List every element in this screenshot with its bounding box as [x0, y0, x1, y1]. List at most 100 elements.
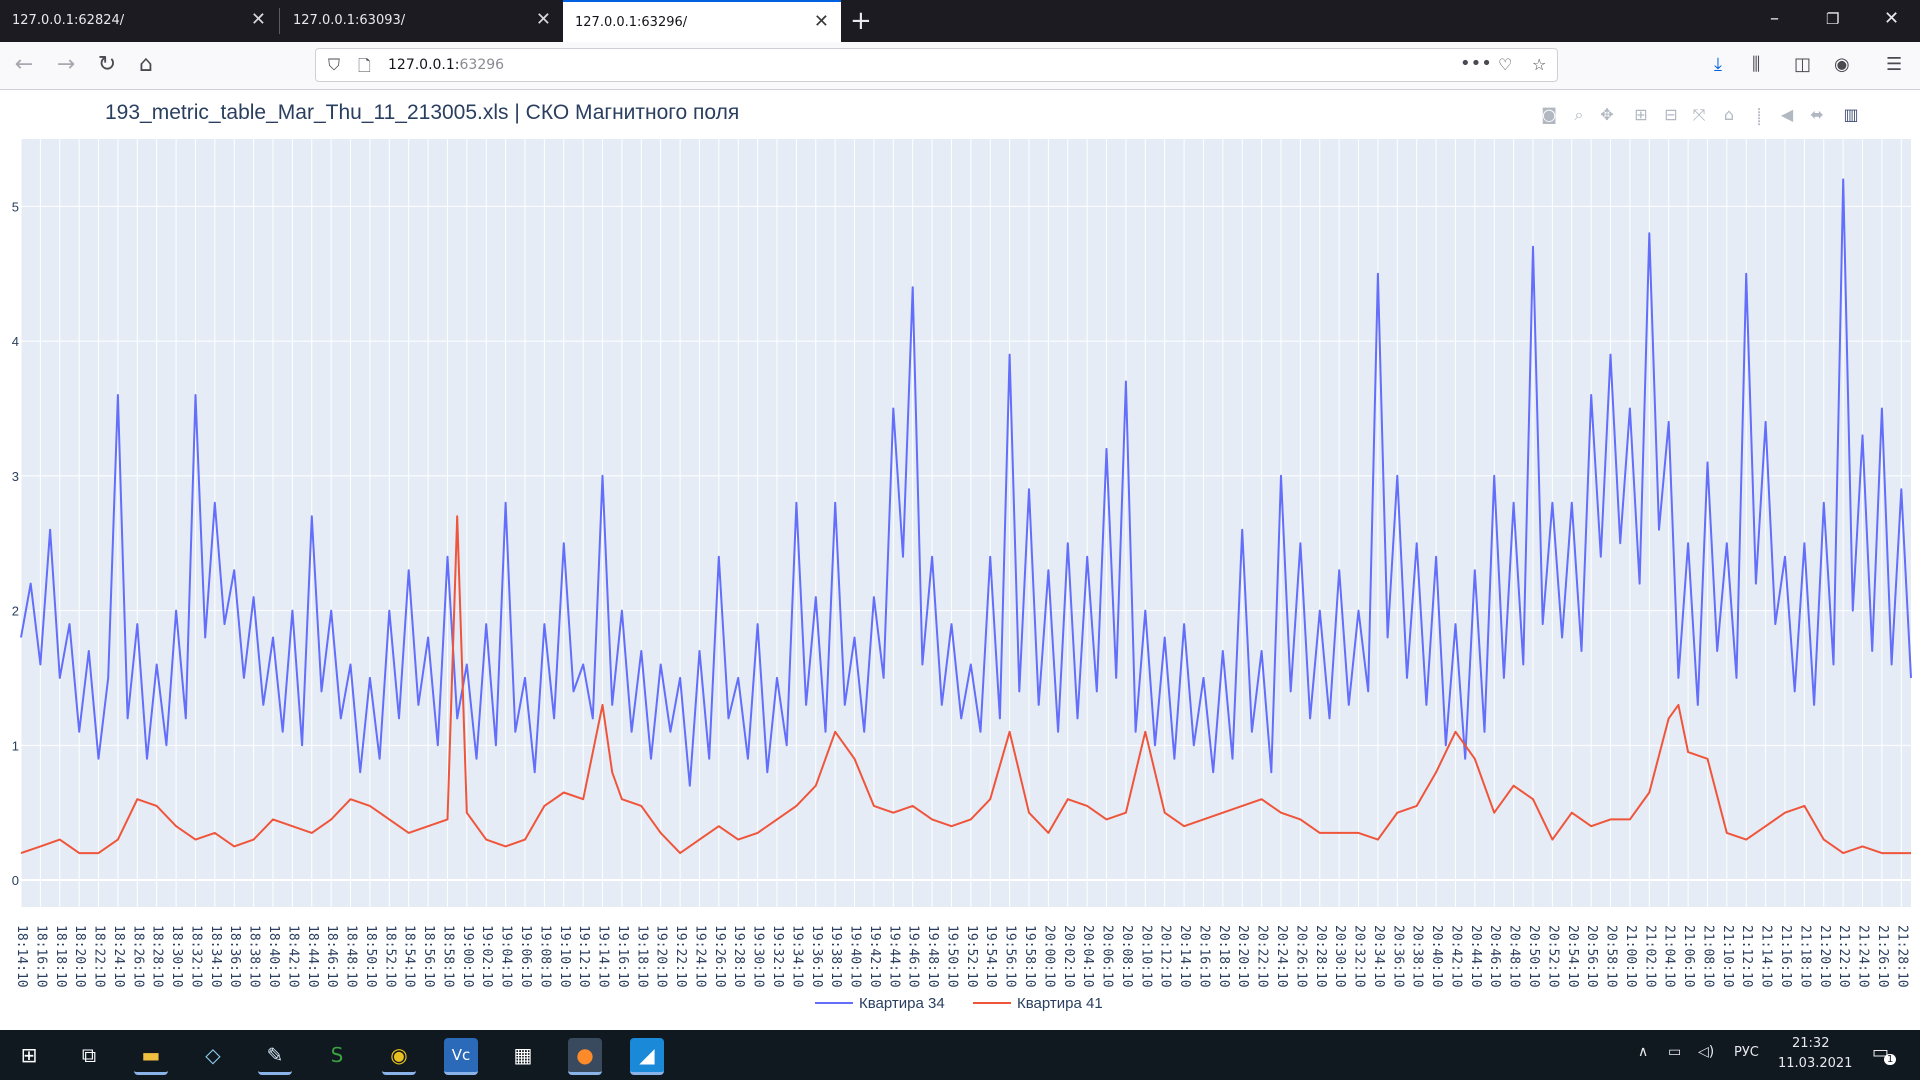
x-tick-label: 20:02:10 [1061, 925, 1076, 988]
x-tick-label: 21:26:10 [1875, 925, 1890, 988]
pocket-icon[interactable]: ♡ [1498, 55, 1513, 74]
start-button[interactable]: ⊞ [12, 1038, 46, 1072]
network-icon[interactable]: ▭ [1668, 1044, 1682, 1060]
taskbar-app-button[interactable]: S [320, 1038, 354, 1072]
x-tick-label: 18:50:10 [363, 925, 378, 988]
new-tab-button[interactable]: + [850, 6, 872, 36]
x-tick-label: 18:58:10 [440, 925, 455, 988]
plot-background[interactable] [21, 139, 1911, 907]
menu-icon[interactable]: ☰ [1886, 54, 1903, 75]
x-tick-label: 19:56:10 [1003, 925, 1018, 988]
plotly-logo-icon[interactable]: ▥ [1843, 105, 1859, 124]
url-text[interactable]: 127.0.0.1:63296 [388, 57, 504, 73]
line-chart[interactable]: 0 1 2 3 4 5 18:14:10 18:16:10 18:18:10 18:20:10 18… [0, 91, 1920, 1029]
firefox-button[interactable]: ● [568, 1038, 602, 1075]
x-tick-label: 18:18:10 [53, 925, 68, 988]
x-tick-label: 21:10:10 [1720, 925, 1735, 988]
legend-label[interactable]: Квартира 34 [859, 995, 945, 1012]
language-indicator[interactable]: РУС [1734, 1045, 1759, 1060]
x-tick-label: 19:06:10 [518, 925, 533, 988]
x-tick-label: 19:52:10 [964, 925, 979, 988]
x-tick-label: 20:08:10 [1119, 925, 1134, 988]
account-icon[interactable]: ◉ [1834, 54, 1850, 75]
file-explorer-button[interactable]: ▬ [134, 1038, 168, 1075]
x-tick-label: 19:32:10 [770, 925, 785, 988]
x-tick-label: 18:32:10 [188, 925, 203, 988]
x-tick-label: 19:22:10 [673, 925, 688, 988]
browser-tab[interactable]: 127.0.0.1:62824/ ✕ [0, 0, 278, 42]
close-window-button[interactable]: ✕ [1884, 8, 1900, 29]
pan-icon[interactable]: ✥ [1600, 105, 1614, 124]
page-icon[interactable]: 🗋 [358, 56, 371, 75]
address-bar[interactable]: ⛉ 🗋 127.0.0.1:63296 ••• ♡ ☆ [315, 48, 1558, 82]
browser-tab[interactable]: 127.0.0.1:63093/ ✕ [281, 0, 563, 42]
browser-navigation-bar: ← → ↻ ⌂ ⛉ 🗋 127.0.0.1:63296 ••• ♡ ☆ ⤓ ⫼ … [0, 42, 1920, 90]
task-view-button[interactable]: ⧉ [72, 1038, 106, 1072]
show-hidden-icons-icon[interactable]: ∧ [1638, 1044, 1649, 1060]
restore-window-button[interactable]: ❐ [1826, 10, 1840, 28]
x-tick-label: 18:16:10 [33, 925, 48, 988]
x-tick-label: 20:28:10 [1313, 925, 1328, 988]
x-tick-label: 19:34:10 [789, 925, 804, 988]
x-tick-label: 18:22:10 [92, 925, 107, 988]
x-tick-label: 19:58:10 [1022, 925, 1037, 988]
camera-icon[interactable]: ◙ [1541, 105, 1557, 124]
browser-tab-active[interactable]: 127.0.0.1:63296/ ✕ [563, 0, 841, 42]
x-tick-label: 19:26:10 [712, 925, 727, 988]
x-tick-label: 19:28:10 [731, 925, 746, 988]
taskbar-app-button[interactable]: ◢ [630, 1038, 664, 1075]
taskbar-app-button[interactable]: Vc [444, 1038, 478, 1075]
close-tab-icon[interactable]: ✕ [813, 11, 829, 32]
minimize-window-button[interactable]: – [1770, 8, 1779, 29]
close-tab-icon[interactable]: ✕ [535, 9, 551, 30]
back-arrow-icon: ← [14, 52, 34, 77]
reset-axes-icon[interactable]: ⌂ [1723, 105, 1735, 124]
clock-time[interactable]: 21:32 [1792, 1036, 1830, 1051]
x-tick-label: 20:46:10 [1487, 925, 1502, 988]
shield-icon[interactable]: ⛉ [328, 55, 341, 74]
back-button[interactable]: ← [10, 52, 38, 77]
clock-date[interactable]: 11.03.2021 [1778, 1056, 1853, 1071]
forward-button[interactable]: → [52, 52, 80, 77]
tab-separator [279, 8, 280, 34]
reload-button[interactable]: ↻ [93, 52, 121, 77]
taskbar-app-button[interactable]: ◇ [196, 1038, 230, 1072]
page-actions-icon[interactable]: ••• [1460, 53, 1492, 74]
volume-icon[interactable]: ◁) [1698, 1044, 1715, 1060]
tab-label: 127.0.0.1:63093/ [293, 13, 406, 28]
legend-label[interactable]: Квартира 41 [1017, 995, 1103, 1012]
bookmark-star-icon[interactable]: ☆ [1532, 55, 1547, 74]
x-tick-label: 18:38:10 [247, 925, 262, 988]
x-tick-label: 20:48:10 [1507, 925, 1522, 988]
x-tick-label: 18:42:10 [285, 925, 300, 988]
chrome-button[interactable]: ◉ [382, 1038, 416, 1075]
x-tick-label: 18:40:10 [266, 925, 281, 988]
taskbar-app-button[interactable]: ✎ [258, 1038, 292, 1075]
zoom-in-icon[interactable]: ⊞ [1634, 105, 1648, 124]
library-icon[interactable]: ⫼ [1752, 54, 1761, 75]
x-tick-label: 18:26:10 [130, 925, 145, 988]
spike-lines-icon[interactable]: ⸽ [1756, 107, 1762, 126]
sidebar-icon[interactable]: ◫ [1794, 54, 1812, 75]
spreadsheet-app-icon: S [330, 1043, 344, 1067]
x-tick-label: 20:38:10 [1410, 925, 1425, 988]
hover-closest-icon[interactable]: ◀ [1780, 105, 1794, 124]
tab-label: 127.0.0.1:63296/ [575, 15, 688, 30]
zoom-out-icon[interactable]: ⊟ [1664, 105, 1678, 124]
tab-label: 127.0.0.1:62824/ [12, 13, 125, 28]
zoom-icon[interactable]: ⌕ [1574, 105, 1584, 124]
x-tick-label: 21:20:10 [1817, 925, 1832, 988]
home-button[interactable]: ⌂ [132, 52, 160, 77]
hover-compare-icon[interactable]: ⬌ [1810, 105, 1824, 124]
downloads-icon[interactable]: ⤓ [1714, 54, 1722, 75]
series-line-1[interactable] [20, 178, 1912, 787]
x-tick-label: 20:04:10 [1080, 925, 1095, 988]
y-tick-label: 5 [12, 199, 19, 214]
close-tab-icon[interactable]: ✕ [250, 9, 266, 30]
x-tick-label: 19:16:10 [615, 925, 630, 988]
autoscale-icon[interactable]: ⤧ [1692, 105, 1706, 124]
series-line-2[interactable] [20, 515, 1911, 855]
x-tick-label: 20:00:10 [1041, 925, 1056, 988]
x-tick-label: 20:18:10 [1216, 925, 1231, 988]
calculator-button[interactable]: ▦ [506, 1038, 540, 1072]
